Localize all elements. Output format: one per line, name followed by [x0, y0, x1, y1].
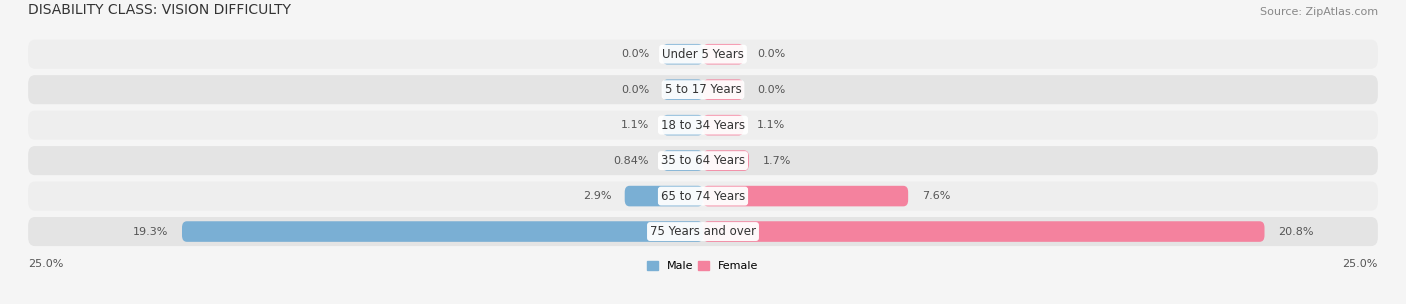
- Text: 35 to 64 Years: 35 to 64 Years: [661, 154, 745, 167]
- Text: 0.0%: 0.0%: [756, 49, 785, 59]
- Text: 75 Years and over: 75 Years and over: [650, 225, 756, 238]
- FancyBboxPatch shape: [28, 146, 1378, 175]
- Text: 1.1%: 1.1%: [756, 120, 785, 130]
- Text: 0.84%: 0.84%: [613, 156, 650, 166]
- FancyBboxPatch shape: [181, 221, 703, 242]
- Text: 2.9%: 2.9%: [582, 191, 612, 201]
- FancyBboxPatch shape: [703, 115, 744, 136]
- Text: 1.7%: 1.7%: [762, 156, 790, 166]
- FancyBboxPatch shape: [624, 186, 703, 206]
- FancyBboxPatch shape: [28, 181, 1378, 211]
- Text: 18 to 34 Years: 18 to 34 Years: [661, 119, 745, 132]
- Legend: Male, Female: Male, Female: [643, 257, 763, 276]
- Text: 20.8%: 20.8%: [1278, 226, 1313, 237]
- Text: Under 5 Years: Under 5 Years: [662, 48, 744, 61]
- Text: 0.0%: 0.0%: [621, 85, 650, 95]
- Text: 5 to 17 Years: 5 to 17 Years: [665, 83, 741, 96]
- FancyBboxPatch shape: [28, 111, 1378, 140]
- FancyBboxPatch shape: [28, 217, 1378, 246]
- Text: 25.0%: 25.0%: [28, 259, 63, 269]
- FancyBboxPatch shape: [703, 79, 744, 100]
- FancyBboxPatch shape: [28, 75, 1378, 104]
- FancyBboxPatch shape: [662, 115, 703, 136]
- Text: 19.3%: 19.3%: [134, 226, 169, 237]
- FancyBboxPatch shape: [662, 44, 703, 64]
- Text: Source: ZipAtlas.com: Source: ZipAtlas.com: [1260, 7, 1378, 17]
- Text: 25.0%: 25.0%: [1343, 259, 1378, 269]
- FancyBboxPatch shape: [703, 44, 744, 64]
- Text: 7.6%: 7.6%: [922, 191, 950, 201]
- FancyBboxPatch shape: [703, 150, 749, 171]
- FancyBboxPatch shape: [703, 186, 908, 206]
- Text: DISABILITY CLASS: VISION DIFFICULTY: DISABILITY CLASS: VISION DIFFICULTY: [28, 3, 291, 17]
- FancyBboxPatch shape: [662, 150, 703, 171]
- Text: 0.0%: 0.0%: [756, 85, 785, 95]
- Text: 1.1%: 1.1%: [621, 120, 650, 130]
- FancyBboxPatch shape: [662, 79, 703, 100]
- FancyBboxPatch shape: [28, 40, 1378, 69]
- FancyBboxPatch shape: [703, 221, 1264, 242]
- Text: 0.0%: 0.0%: [621, 49, 650, 59]
- Text: 65 to 74 Years: 65 to 74 Years: [661, 190, 745, 202]
